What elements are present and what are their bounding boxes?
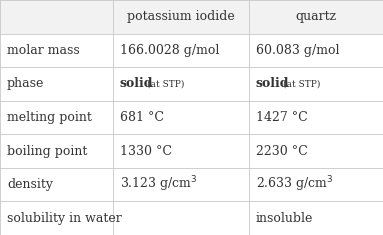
Bar	[0, 0, 113, 34]
Bar	[249, 0, 383, 34]
Text: phase: phase	[7, 77, 44, 90]
Text: boiling point: boiling point	[7, 145, 87, 158]
Text: 3.123 g/cm$^3$: 3.123 g/cm$^3$	[120, 175, 198, 194]
Text: 2.633 g/cm$^3$: 2.633 g/cm$^3$	[256, 175, 334, 194]
Bar	[0, 34, 113, 67]
Bar	[113, 0, 249, 34]
Text: solid: solid	[256, 77, 289, 90]
Text: 166.0028 g/mol: 166.0028 g/mol	[120, 44, 219, 57]
Text: 1427 °C: 1427 °C	[256, 111, 308, 124]
Bar	[113, 201, 249, 235]
Bar	[0, 134, 113, 168]
Bar	[113, 67, 249, 101]
Text: quartz: quartz	[295, 10, 337, 23]
Text: 681 °C: 681 °C	[120, 111, 164, 124]
Text: 1330 °C: 1330 °C	[120, 145, 172, 158]
Text: potassium iodide: potassium iodide	[127, 10, 235, 23]
Text: melting point: melting point	[7, 111, 92, 124]
Text: solubility in water: solubility in water	[7, 212, 122, 225]
Bar	[0, 101, 113, 134]
Bar	[113, 101, 249, 134]
Bar	[249, 34, 383, 67]
Text: insoluble: insoluble	[256, 212, 313, 225]
Bar	[249, 101, 383, 134]
Text: molar mass: molar mass	[7, 44, 80, 57]
Bar	[249, 168, 383, 201]
Text: solid: solid	[120, 77, 153, 90]
Text: density: density	[7, 178, 53, 191]
Text: (at STP): (at STP)	[283, 79, 321, 88]
Bar	[113, 168, 249, 201]
Text: 2230 °C: 2230 °C	[256, 145, 308, 158]
Bar	[113, 34, 249, 67]
Bar	[0, 67, 113, 101]
Bar	[0, 201, 113, 235]
Bar	[0, 168, 113, 201]
Bar	[249, 67, 383, 101]
Bar	[113, 134, 249, 168]
Text: (at STP): (at STP)	[147, 79, 185, 88]
Bar	[249, 134, 383, 168]
Bar	[249, 201, 383, 235]
Text: 60.083 g/mol: 60.083 g/mol	[256, 44, 339, 57]
